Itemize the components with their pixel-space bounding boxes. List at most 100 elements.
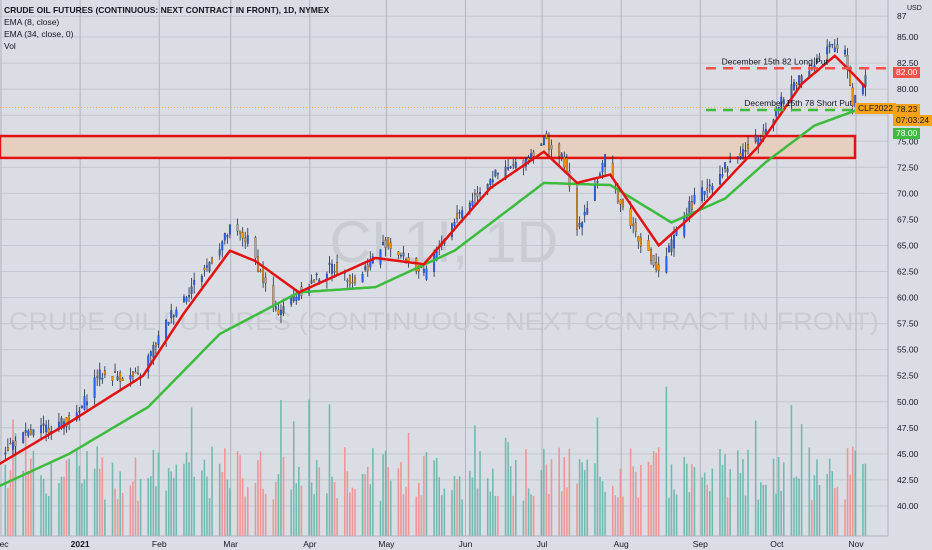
candle (65, 417, 68, 427)
candle (683, 215, 686, 237)
candle (568, 170, 571, 187)
ema34-line (0, 105, 866, 488)
candle (729, 161, 732, 163)
volume-bar (425, 452, 428, 536)
volume-bar (836, 486, 839, 536)
volume-bar (640, 464, 642, 536)
candle (78, 410, 81, 413)
volume-bar (657, 447, 660, 536)
volume-bar (765, 484, 767, 536)
price-tick-label: 42.50 (897, 475, 919, 485)
volume-bar (652, 451, 655, 536)
volume-bar (747, 449, 749, 536)
candle (45, 424, 48, 433)
candle (175, 309, 178, 317)
candle (254, 237, 257, 259)
volume-bar (578, 459, 581, 536)
price-tick-label: 70.00 (897, 188, 919, 198)
candle (548, 136, 550, 151)
candle (134, 371, 137, 374)
volume-bar (800, 424, 803, 536)
volume-bar (655, 452, 657, 536)
volume-bar (808, 447, 811, 536)
candle (354, 277, 356, 283)
volume-bar (331, 476, 333, 536)
candle (170, 310, 173, 319)
ema8-indicator-label[interactable]: EMA (8, close) (4, 17, 60, 27)
volume-bar (333, 482, 336, 536)
candle (47, 428, 50, 433)
ema34-indicator-label[interactable]: EMA (34, close, 0) (4, 29, 74, 39)
volume-bar (742, 459, 744, 536)
volume-bar (402, 494, 405, 536)
volume-bar (673, 489, 675, 536)
volume-bar (226, 479, 229, 536)
volume-bar (346, 471, 349, 536)
candle (593, 185, 596, 201)
candle (188, 295, 191, 298)
candle (433, 254, 436, 272)
volume-bar (254, 482, 257, 536)
candle (417, 268, 420, 272)
volume-bar (111, 462, 114, 536)
volume-bar (849, 474, 851, 536)
candle (798, 75, 801, 85)
time-tick-label: Mar (223, 539, 238, 549)
volume-bar (101, 457, 104, 536)
candle (496, 172, 499, 175)
candle (581, 222, 584, 228)
volume-bar (157, 452, 160, 536)
candle (200, 275, 203, 282)
volume-bar (530, 494, 532, 536)
volume-bar (760, 482, 762, 536)
candle (244, 237, 247, 242)
volume-bar (775, 493, 777, 536)
candle (622, 198, 624, 208)
candle (474, 193, 476, 195)
volume-bar (318, 467, 321, 536)
volume-bar (512, 495, 515, 536)
candle (387, 237, 390, 246)
candle (655, 262, 658, 270)
volume-bar (277, 473, 280, 536)
volume-bar (24, 436, 27, 536)
price-tick-label: 85.00 (897, 32, 919, 42)
volume-bar (50, 463, 53, 536)
candle (619, 199, 622, 205)
volume-bar (793, 477, 795, 536)
price-tick-label: 47.50 (897, 423, 919, 433)
volume-bar (328, 404, 331, 536)
time-tick-label: Nov (848, 539, 864, 549)
price-tick-label: 75.00 (897, 136, 919, 146)
time-tick-label: Jun (459, 539, 473, 549)
candle (382, 242, 384, 245)
candle (667, 245, 670, 253)
candle (558, 143, 561, 157)
candle (739, 152, 742, 157)
volume-bar (576, 483, 578, 536)
volume-bar (719, 449, 721, 536)
time-tick-label: Apr (303, 539, 316, 549)
volume-bar (701, 477, 703, 536)
volume-bar (474, 425, 476, 536)
volume-bar (563, 457, 566, 536)
volume-bar (78, 465, 81, 536)
candle (384, 239, 387, 248)
volume-bar (239, 455, 241, 536)
candle (397, 251, 400, 256)
volume-bar (206, 476, 208, 536)
volume-bar (63, 476, 65, 536)
volume-bar (366, 466, 369, 536)
candle (611, 162, 614, 177)
volume-bar (292, 421, 295, 536)
long-put-label: December 15th 82 Long Put (722, 56, 829, 66)
volume-bar (152, 449, 155, 536)
volume-bar (507, 441, 509, 536)
volume-bar (540, 469, 543, 536)
volume-bar (203, 459, 206, 536)
volume-bar (611, 485, 614, 536)
candle (223, 232, 226, 241)
volume-indicator-label[interactable]: Vol (4, 41, 16, 51)
resistance-zone[interactable] (0, 134, 857, 160)
